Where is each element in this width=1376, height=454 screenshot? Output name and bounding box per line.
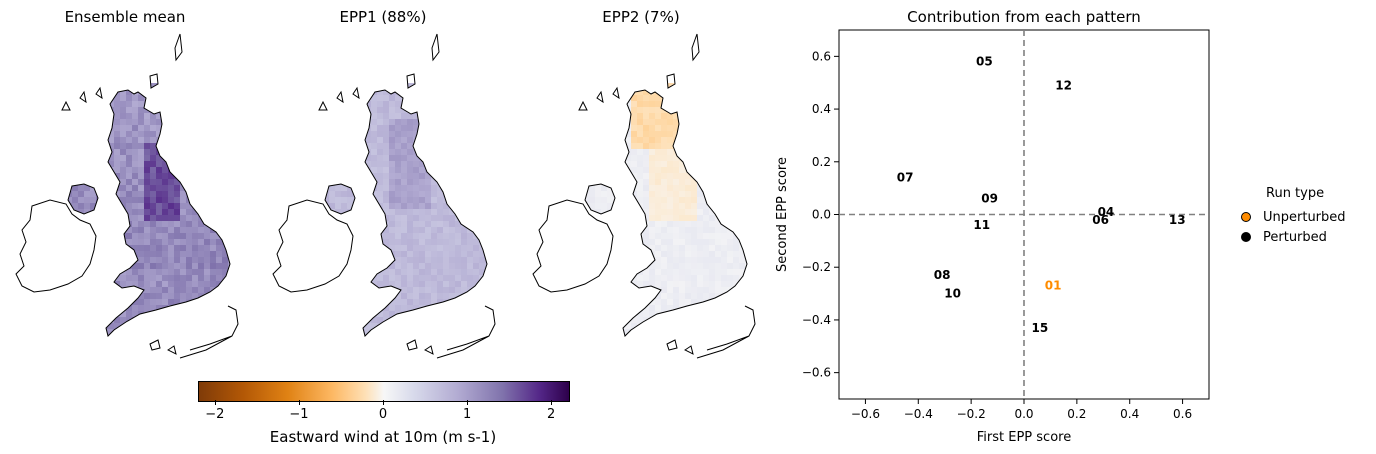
- point-label-08: 08: [934, 268, 951, 282]
- coastline-island: [336, 90, 344, 104]
- x-tick-label: 0.0: [1014, 407, 1033, 421]
- colorbar-tick-label: 2: [547, 407, 556, 422]
- x-tick-label: 0.6: [1173, 407, 1192, 421]
- coastline-island: [79, 90, 87, 104]
- legend-entry-perturbed: Perturbed: [1238, 227, 1346, 247]
- coastline-island: [436, 305, 496, 359]
- point-label-10: 10: [944, 287, 961, 301]
- coastline-island: [696, 305, 756, 359]
- map-title-epp1: EPP1 (88%): [339, 8, 427, 26]
- point-label-06: 06: [1092, 213, 1109, 227]
- x-tick-label: −0.4: [904, 407, 933, 421]
- coastline-island: [61, 100, 71, 111]
- colorbar-tick: [383, 400, 384, 405]
- map-ensemble-mean: [15, 33, 239, 359]
- colorbar-tick-label: −2: [205, 407, 225, 422]
- colorbar-tick: [551, 400, 553, 405]
- coastline-island: [612, 86, 620, 100]
- legend-title: Run type: [1266, 186, 1325, 201]
- coastline-island: [149, 339, 161, 351]
- colorbar-tick: [298, 400, 300, 405]
- map-epp2: [532, 33, 756, 359]
- colorbar-tick-label: −1: [289, 407, 309, 422]
- colorbar: [198, 381, 570, 402]
- legend-label-perturbed: Perturbed: [1263, 229, 1327, 245]
- y-tick-label: 0.2: [812, 155, 831, 169]
- legend-label-unperturbed: Unperturbed: [1263, 209, 1346, 225]
- map-title-mean: Ensemble mean: [64, 8, 186, 26]
- legend: Run type Unperturbed Perturbed: [1238, 186, 1346, 247]
- y-tick-label: −0.4: [802, 313, 831, 327]
- colorbar-label: Eastward wind at 10m (m s-1): [269, 428, 497, 446]
- y-axis-label: Second EPP score: [775, 157, 790, 272]
- x-tick-label: −0.2: [957, 407, 986, 421]
- x-tick-label: −0.6: [851, 407, 880, 421]
- point-label-12: 12: [1055, 78, 1072, 92]
- coastline-island: [596, 90, 604, 104]
- coastline-northern-ireland: [584, 183, 616, 215]
- x-axis-label: First EPP score: [977, 430, 1071, 445]
- map-epp1: [272, 33, 496, 359]
- point-label-04: 04: [1098, 205, 1115, 219]
- coastline-island: [352, 86, 360, 100]
- point-label-01: 01: [1045, 279, 1062, 293]
- coastline-island: [318, 100, 328, 111]
- coastline-island: [578, 100, 588, 111]
- y-tick-label: 0.6: [812, 49, 831, 63]
- y-tick-label: 0.0: [812, 208, 831, 222]
- legend-entry-unperturbed: Unperturbed: [1238, 207, 1346, 227]
- colorbar-tick-label: 0: [378, 407, 388, 422]
- point-label-07: 07: [897, 171, 914, 185]
- y-tick-label: −0.6: [802, 366, 831, 380]
- legend-marker-perturbed: [1241, 232, 1251, 242]
- coastline-island: [179, 305, 239, 359]
- coastline-island: [406, 339, 418, 351]
- coastline-island: [666, 339, 678, 351]
- x-tick-label: 0.2: [1067, 407, 1086, 421]
- coastline-island: [424, 345, 434, 355]
- coastline-great-britain: [105, 33, 231, 337]
- point-label-09: 09: [981, 192, 998, 206]
- legend-marker-unperturbed: [1241, 212, 1251, 222]
- coastline-northern-ireland: [324, 183, 356, 215]
- point-label-13: 13: [1169, 213, 1186, 227]
- scatter-chart: Contribution from each pattern −0.6 −0.6 −0…: [775, 8, 1210, 445]
- colorbar-tick-label: 1: [462, 407, 472, 422]
- coastline-island: [684, 345, 694, 355]
- point-label-15: 15: [1032, 321, 1049, 335]
- chart-title: Contribution from each pattern: [907, 8, 1141, 26]
- coastline-northern-ireland: [67, 183, 99, 215]
- colorbar-tick: [467, 400, 469, 405]
- coastline-ireland: [272, 199, 354, 293]
- y-tick-label: −0.2: [802, 260, 831, 274]
- coastline-ireland: [532, 199, 614, 293]
- coastline-ireland: [15, 199, 97, 293]
- coastline-island: [95, 86, 103, 100]
- coastline-great-britain: [362, 33, 488, 337]
- point-label-11: 11: [973, 218, 990, 232]
- colorbar-tick: [214, 400, 216, 405]
- y-tick-label: 0.4: [812, 102, 831, 116]
- map-title-epp2: EPP2 (7%): [602, 8, 680, 26]
- coastline-island: [167, 345, 177, 355]
- x-tick-label: 0.4: [1120, 407, 1139, 421]
- point-label-05: 05: [976, 55, 993, 69]
- coastline-great-britain: [622, 33, 748, 337]
